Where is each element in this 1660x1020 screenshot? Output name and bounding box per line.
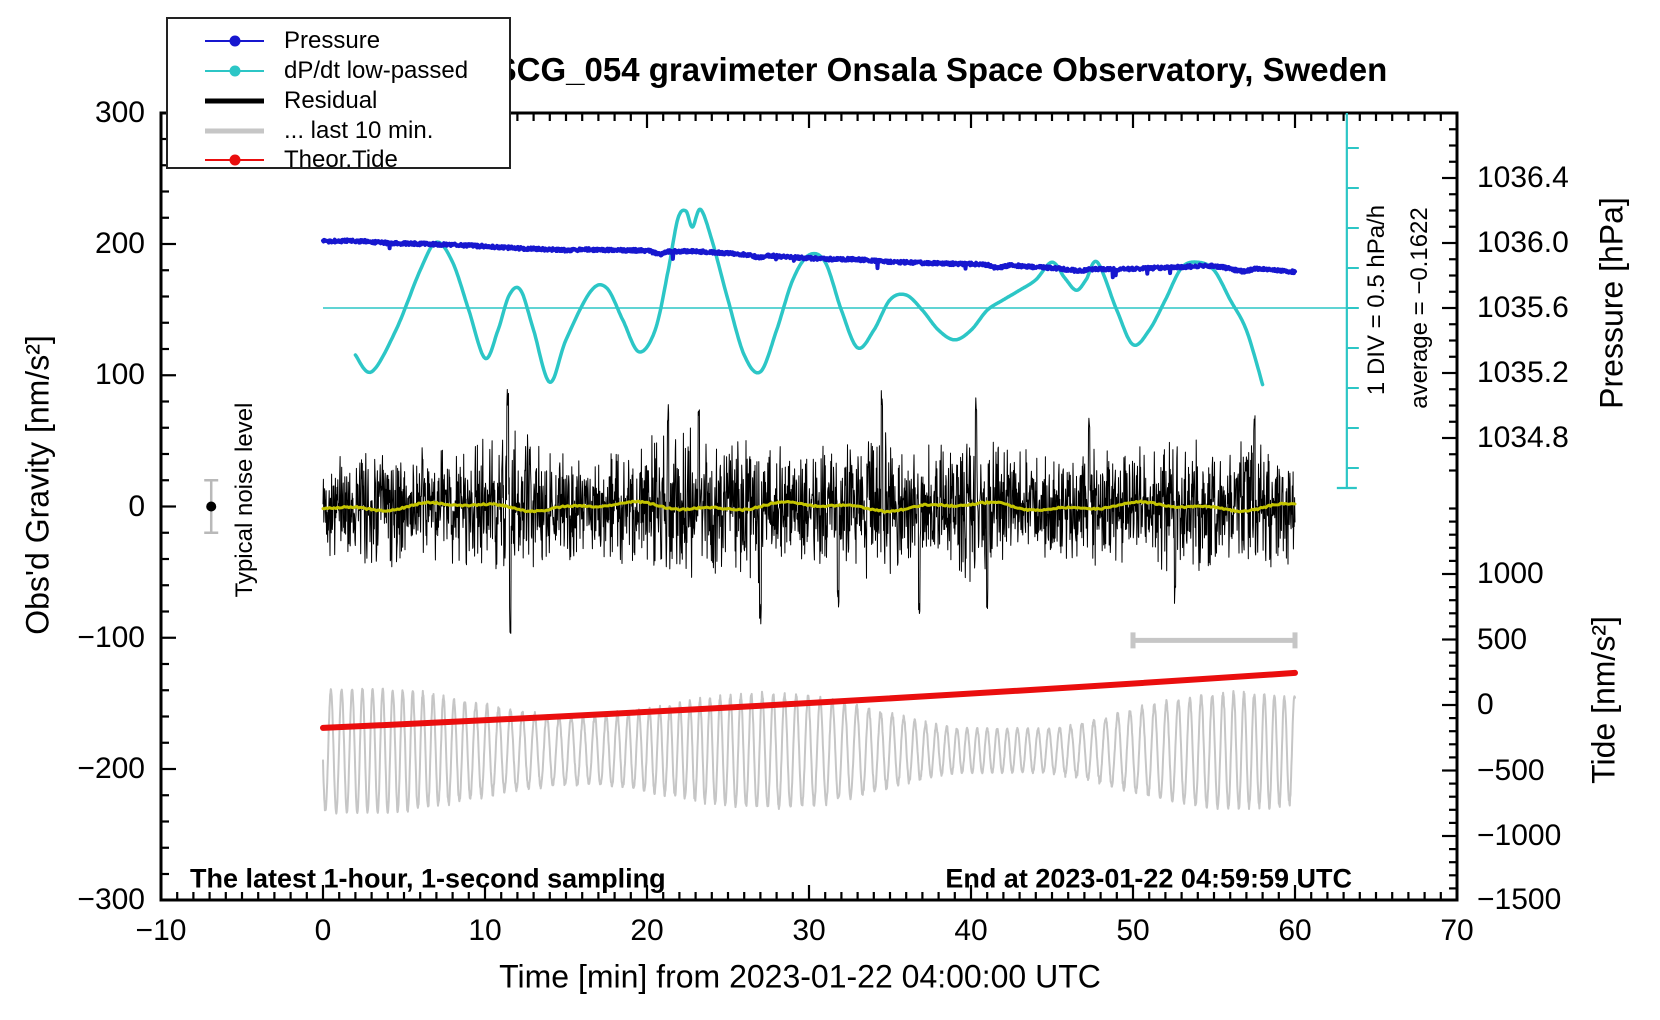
sampling-note: The latest 1-hour, 1-second sampling	[190, 863, 666, 894]
y-left-tick-label: −100	[77, 620, 145, 654]
legend-label: dP/dt low-passed	[284, 57, 469, 84]
x-tick-label: 60	[1278, 914, 1312, 947]
legend-entry-last10: ... last 10 min.	[168, 116, 509, 146]
scale-bar-label: 1 DIV = 0.5 hPa/h	[1363, 204, 1390, 396]
tide-tick-label: 0	[1477, 688, 1494, 721]
legend-box: Pressure dP/dt low-passed Residual ... l…	[166, 17, 511, 173]
tide-tick-label: −1500	[1477, 883, 1562, 916]
legend-entry-pressure: Pressure	[168, 26, 509, 56]
legend-dot-swatch	[229, 154, 240, 166]
legend-entry-theortide: Theor.Tide	[168, 145, 509, 175]
legend-line-swatch	[205, 128, 264, 134]
x-tick-label: 50	[1116, 914, 1150, 947]
y-left-tick-label: −300	[77, 883, 145, 917]
legend-dot-swatch	[229, 35, 240, 47]
x-tick-label: 40	[954, 914, 988, 947]
pressure-tick-label: 1034.8	[1477, 421, 1569, 454]
pressure-tick-label: 1036.0	[1477, 226, 1569, 259]
x-tick-label: 0	[314, 914, 332, 947]
tide-tick-label: 1000	[1477, 557, 1544, 590]
y-right-pressure-axis-title: Pressure [hPa]	[1593, 197, 1630, 409]
y-left-axis-title: Obs'd Gravity [nm/s²]	[19, 335, 56, 635]
y-left-tick-label: 200	[94, 227, 145, 260]
legend-label: Theor.Tide	[284, 146, 398, 173]
pressure-tick-label: 1035.2	[1477, 356, 1569, 389]
x-axis-title: Time [min] from 2023-01-22 04:00:00 UTC	[499, 958, 1101, 995]
end-time-note: End at 2023-01-22 04:59:59 UTC	[945, 863, 1352, 894]
pressure-tick-label: 1036.4	[1477, 161, 1569, 194]
legend-entry-residual: Residual	[168, 86, 509, 116]
x-tick-label: 70	[1440, 914, 1474, 947]
page-title: SCG_054 gravimeter Onsala Space Observat…	[494, 51, 1388, 88]
tide-tick-label: −500	[1477, 753, 1545, 787]
y-left-tick-label: −200	[77, 752, 145, 785]
y-left-tick-label: 100	[94, 358, 145, 392]
x-tick-label: 30	[792, 914, 826, 947]
y-right-tide-axis-title: Tide [nm/s²]	[1585, 616, 1622, 784]
x-tick-label: −10	[135, 914, 187, 947]
y-left-tick-label: 0	[128, 489, 145, 523]
x-tick-label: 20	[630, 914, 664, 947]
legend-label: ... last 10 min.	[284, 117, 434, 144]
x-tick-label: 10	[468, 914, 502, 947]
legend-label: Pressure	[284, 27, 381, 54]
legend-label: Residual	[284, 87, 378, 114]
pressure-tick-label: 1035.6	[1477, 291, 1569, 324]
tide-tick-label: 500	[1477, 622, 1528, 656]
average-label: average = −0.1622	[1406, 207, 1433, 409]
noise-level-label: Typical noise level	[231, 402, 258, 598]
legend-dot-swatch	[229, 65, 240, 77]
legend-entry-dpdt: dP/dt low-passed	[168, 56, 509, 86]
legend-line-swatch	[205, 98, 264, 104]
tide-tick-label: −1000	[1477, 819, 1562, 852]
y-left-tick-label: 300	[94, 95, 145, 129]
